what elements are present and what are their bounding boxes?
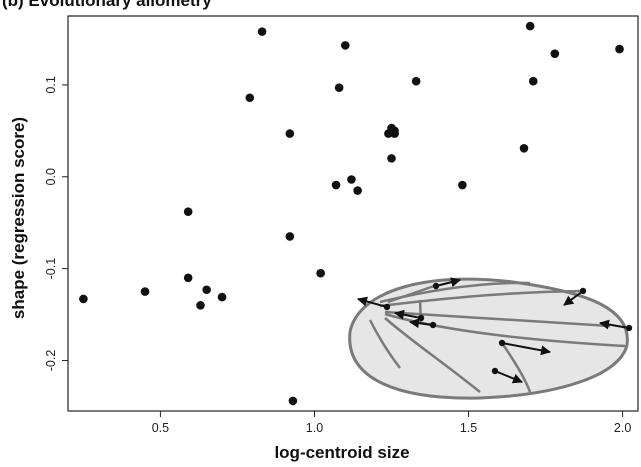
data-point	[519, 143, 529, 153]
wing-outline	[348, 277, 629, 400]
y-tick-label: 0.0	[44, 168, 58, 185]
y-axis-ticks: -0.2 -0.1 0.0 0.1	[44, 76, 68, 371]
data-point	[196, 301, 205, 310]
data-point	[615, 44, 624, 54]
x-axis-title: log-centroid size	[274, 443, 409, 462]
data-point	[285, 232, 295, 241]
data-point	[79, 294, 88, 304]
wing-vein	[387, 283, 438, 304]
data-point	[550, 49, 560, 58]
landmark-displacement-arrow	[599, 319, 630, 330]
data-point	[334, 83, 344, 92]
data-point	[288, 396, 298, 406]
scatter-points	[79, 21, 624, 406]
y-tick-label: -0.2	[44, 350, 58, 372]
data-point	[340, 41, 350, 50]
data-point	[316, 268, 325, 278]
landmark-displacement-arrow	[394, 309, 422, 320]
wing-vein	[379, 289, 585, 308]
data-point	[202, 285, 211, 295]
wing-vein	[384, 310, 611, 328]
x-axis-ticks: 0.5 1.0 1.5 2.0	[152, 411, 631, 435]
panel-title: (b) Evolutionary allometry	[2, 0, 212, 10]
wing-vein	[500, 342, 532, 393]
data-point	[390, 129, 399, 138]
data-point	[353, 186, 362, 195]
landmark-displacement-arrow	[435, 277, 461, 288]
plot-border	[67, 15, 639, 412]
landmark-displacement-arrow	[494, 370, 523, 384]
x-tick-label: 1.0	[306, 421, 323, 435]
data-point	[140, 287, 150, 296]
data-point	[257, 27, 267, 36]
plot-frame	[67, 15, 639, 412]
x-tick-label: 2.0	[614, 421, 631, 435]
data-point	[347, 175, 356, 184]
wing-vein	[384, 317, 481, 393]
y-tick-label: -0.1	[44, 258, 58, 280]
data-point	[411, 76, 421, 86]
wing-vein	[384, 312, 626, 348]
y-tick-label: 0.1	[44, 76, 58, 93]
y-axis-title: shape (regression score)	[9, 117, 28, 319]
data-point	[217, 292, 227, 302]
x-tick-label: 1.5	[460, 421, 477, 435]
data-point	[183, 207, 193, 216]
data-point	[285, 129, 295, 138]
data-point	[387, 154, 396, 163]
wing-vein	[368, 319, 401, 369]
data-point	[525, 21, 535, 31]
landmark-displacement-arrow	[501, 342, 551, 356]
data-point	[245, 93, 255, 103]
data-point	[458, 180, 467, 190]
wing-landmark-inset	[348, 277, 633, 400]
landmark-displacement-arrow	[357, 296, 388, 308]
data-point	[528, 76, 538, 86]
landmark-displacement-arrow	[409, 318, 434, 329]
data-point	[183, 273, 193, 283]
x-tick-label: 0.5	[152, 421, 169, 435]
data-point	[331, 180, 341, 190]
landmark-displacement-arrow	[563, 290, 584, 306]
